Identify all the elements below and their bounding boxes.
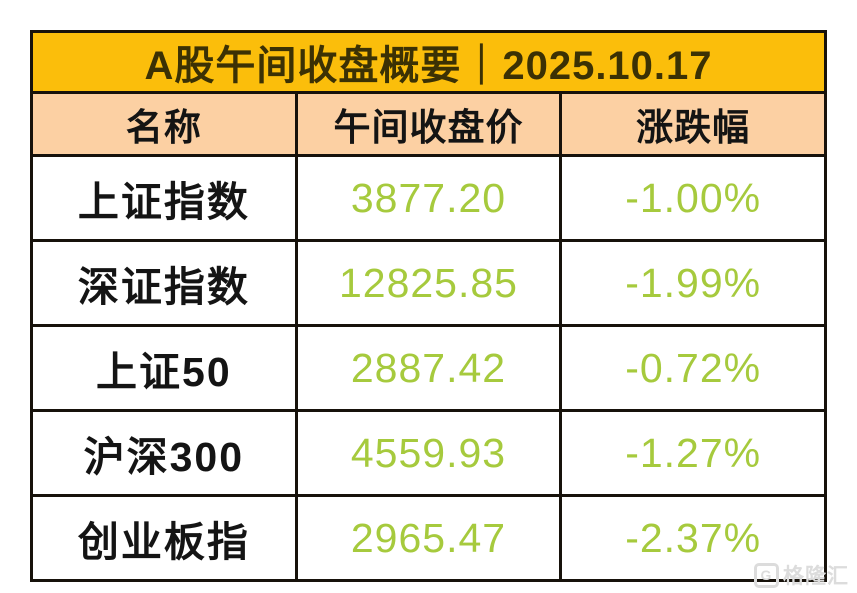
- index-name: 深证指数: [30, 239, 298, 327]
- index-name: 上证50: [30, 324, 298, 412]
- index-change: -0.72%: [559, 324, 827, 412]
- index-name: 创业板指: [30, 494, 298, 582]
- title-row: A股午间收盘概要｜2025.10.17: [30, 30, 827, 94]
- table-row-shanghai-composite: 上证指数 3877.20 -1.00%: [30, 154, 827, 242]
- index-price: 12825.85: [294, 239, 563, 327]
- table-title: A股午间收盘概要｜2025.10.17: [30, 30, 827, 94]
- table-row-shenzhen-component: 深证指数 12825.85 -1.99%: [30, 239, 827, 327]
- column-header-name: 名称: [30, 91, 298, 157]
- index-price: 2887.42: [294, 324, 563, 412]
- table-row-sse50: 上证50 2887.42 -0.72%: [30, 324, 827, 412]
- index-name: 沪深300: [30, 409, 298, 497]
- column-header-midday-close-price: 午间收盘价: [294, 91, 563, 157]
- gelonghui-watermark-text: 格隆汇: [783, 565, 849, 588]
- column-header-row: 名称 午间收盘价 涨跌幅: [30, 91, 827, 157]
- gelonghui-watermark: G 格隆汇: [754, 560, 849, 590]
- index-name: 上证指数: [30, 154, 298, 242]
- index-change: -2.37%: [559, 494, 827, 582]
- table-row-chinext: 创业板指 2965.47 -2.37%: [30, 494, 827, 582]
- index-change: -1.00%: [559, 154, 827, 242]
- index-price: 2965.47: [294, 494, 563, 582]
- index-price: 3877.20: [294, 154, 563, 242]
- index-price: 4559.93: [294, 409, 563, 497]
- index-change: -1.99%: [559, 239, 827, 327]
- table-row-csi300: 沪深300 4559.93 -1.27%: [30, 409, 827, 497]
- gelonghui-logo-icon: G: [754, 562, 779, 588]
- index-change: -1.27%: [559, 409, 827, 497]
- column-header-change-percent: 涨跌幅: [559, 91, 827, 157]
- midday-close-summary-table: A股午间收盘概要｜2025.10.17 名称 午间收盘价 涨跌幅 上证指数 38…: [30, 30, 827, 582]
